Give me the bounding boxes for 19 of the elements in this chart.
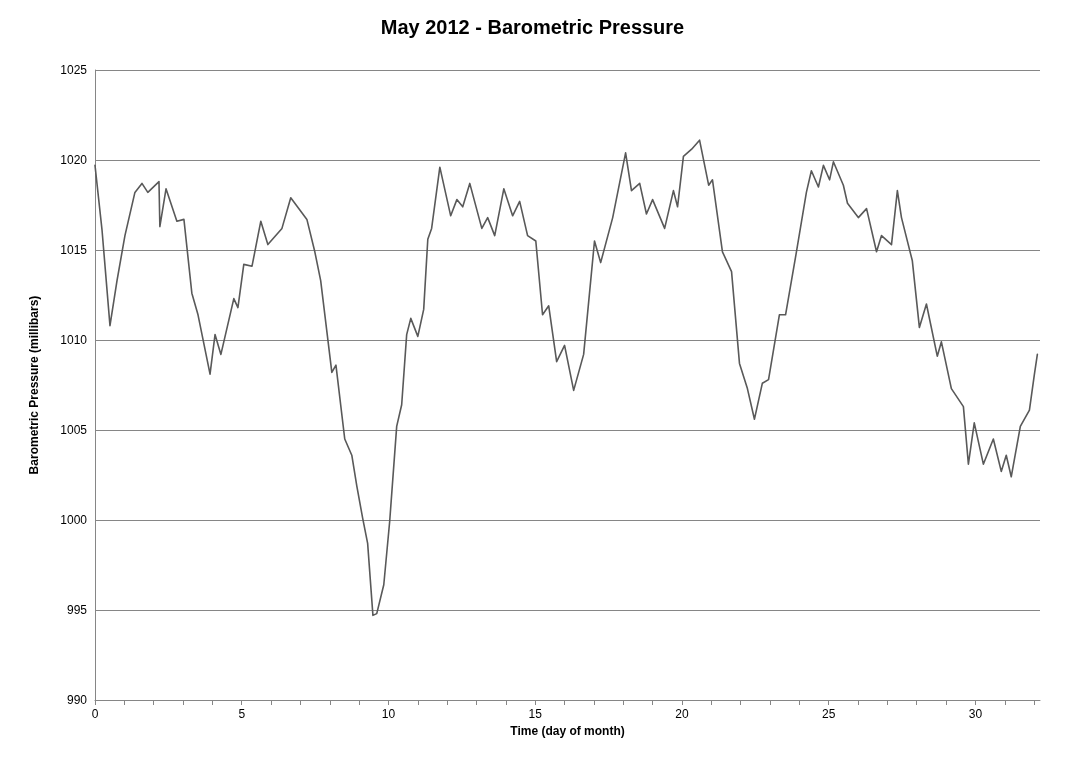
x-tick-label: 0 — [91, 707, 99, 721]
y-tick-label: 1015 — [60, 243, 88, 257]
y-tick-label: 995 — [66, 603, 88, 617]
x-tick-label: 30 — [968, 707, 983, 721]
y-tick-label: 1020 — [60, 153, 88, 167]
y-axis-title: Barometric Pressure (millibars) — [27, 295, 41, 475]
x-tick-label: 5 — [238, 707, 246, 721]
y-tick-label: 1005 — [60, 423, 88, 437]
x-axis-title: Time (day of month) — [510, 723, 625, 738]
chart-title: May 2012 - Barometric Pressure — [380, 16, 685, 38]
x-tick-label: 20 — [675, 707, 689, 721]
x-tick-label: 15 — [528, 707, 543, 721]
line-series — [94, 139, 1039, 617]
y-tick-label: 1025 — [60, 63, 88, 77]
y-tick-label: 1010 — [60, 333, 88, 347]
y-tick-label: 1000 — [60, 513, 88, 527]
x-tick-label: 10 — [381, 707, 396, 721]
x-tick-label: 25 — [822, 707, 836, 721]
y-tick-label: 990 — [66, 693, 88, 707]
